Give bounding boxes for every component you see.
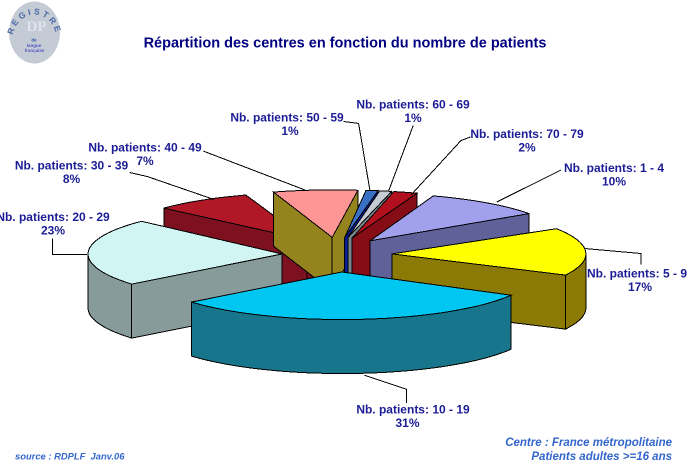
svg-text:10%: 10% bbox=[602, 175, 626, 189]
svg-text:Nb. patients: 20 - 29: Nb. patients: 20 - 29 bbox=[0, 210, 110, 224]
svg-text:Nb. patients: 30 - 39: Nb. patients: 30 - 39 bbox=[15, 159, 129, 173]
svg-text:31%: 31% bbox=[395, 416, 419, 430]
svg-text:1%: 1% bbox=[281, 124, 299, 138]
svg-text:Nb. patients: 60 - 69: Nb. patients: 60 - 69 bbox=[356, 98, 470, 112]
svg-text:1%: 1% bbox=[404, 111, 422, 125]
svg-text:française: française bbox=[25, 48, 45, 53]
svg-text:de: de bbox=[31, 38, 37, 43]
svg-text:23%: 23% bbox=[41, 224, 65, 238]
svg-text:Centre : France métropolitaine: Centre : France métropolitaine bbox=[505, 437, 672, 449]
svg-text:Nb. patients: 1 - 4: Nb. patients: 1 - 4 bbox=[564, 161, 664, 175]
svg-text:7%: 7% bbox=[136, 154, 154, 168]
svg-text:2%: 2% bbox=[518, 141, 536, 155]
svg-text:8%: 8% bbox=[63, 172, 81, 186]
svg-text:source : RDPLF Janv.06: source : RDPLF Janv.06 bbox=[15, 451, 125, 462]
svg-text:Nb. patients: 40 - 49: Nb. patients: 40 - 49 bbox=[88, 141, 202, 155]
svg-text:Nb. patients: 10 - 19: Nb. patients: 10 - 19 bbox=[356, 403, 470, 417]
svg-text:DP: DP bbox=[27, 19, 47, 35]
svg-text:Nb. patients: 5 - 9: Nb. patients: 5 - 9 bbox=[587, 267, 687, 281]
svg-text:langue: langue bbox=[27, 43, 42, 48]
svg-text:Patients adultes >=16 ans: Patients adultes >=16 ans bbox=[531, 451, 672, 463]
svg-text:Nb. patients: 70 - 79: Nb. patients: 70 - 79 bbox=[470, 127, 584, 141]
svg-text:Nb. patients: 50 - 59: Nb. patients: 50 - 59 bbox=[230, 111, 344, 125]
svg-text:Répartition des centres en fon: Répartition des centres en fonction du n… bbox=[144, 36, 547, 52]
svg-text:17%: 17% bbox=[628, 280, 652, 294]
